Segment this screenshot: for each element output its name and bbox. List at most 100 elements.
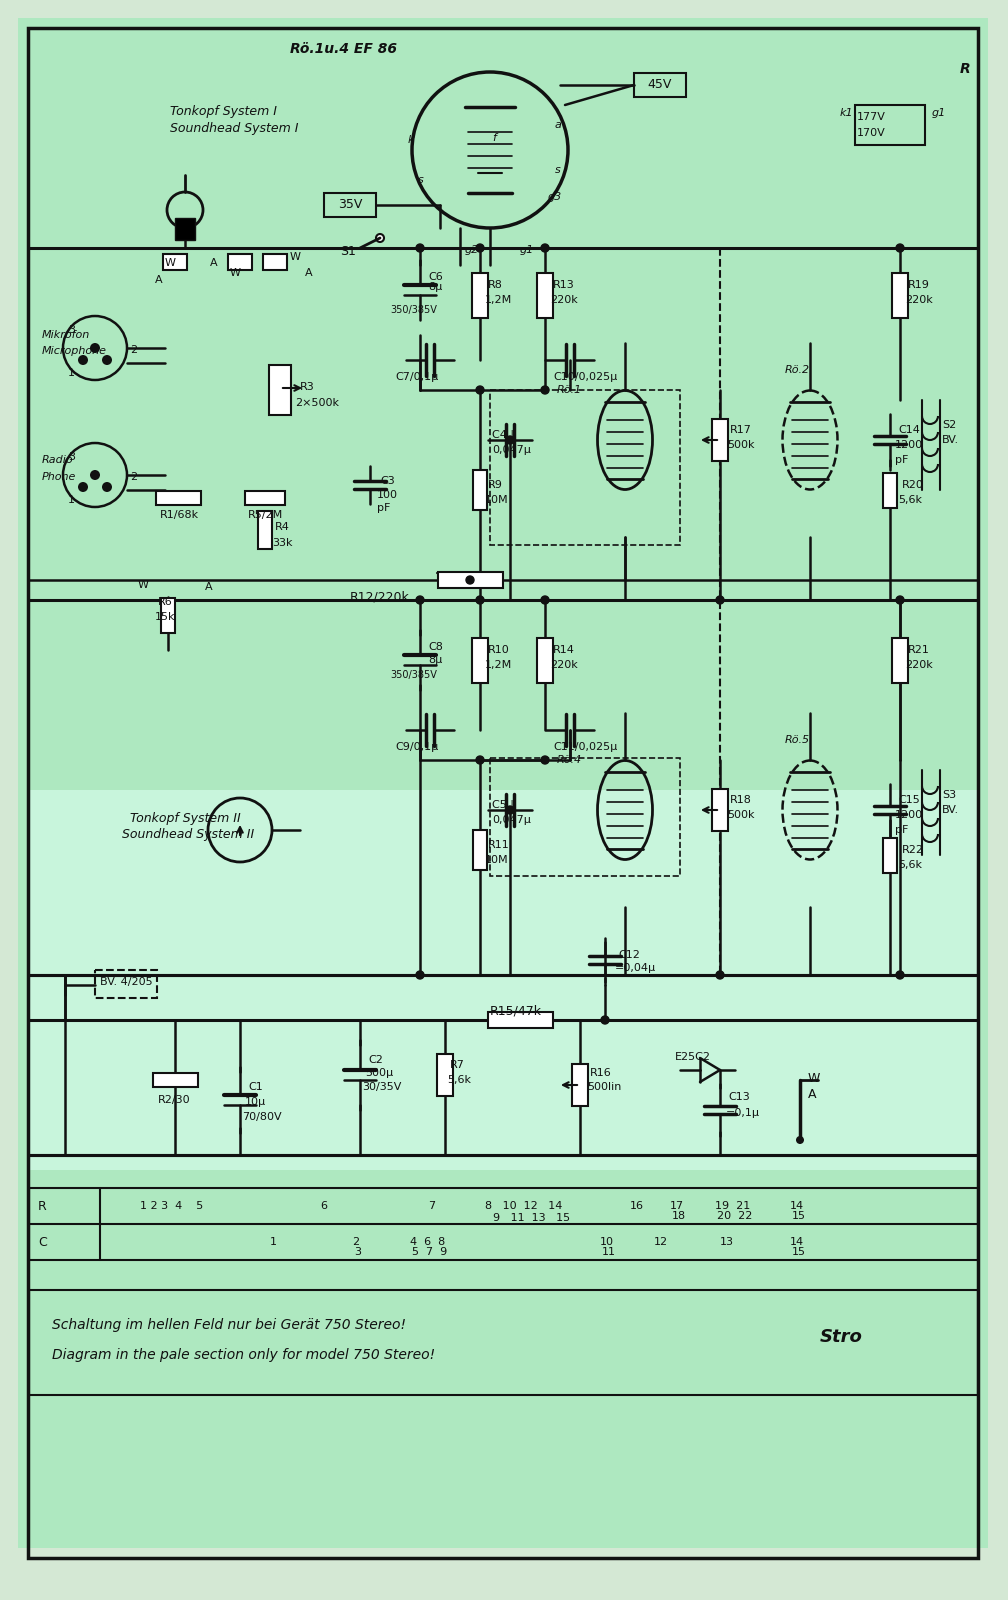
Text: Stro: Stro	[820, 1328, 863, 1346]
Bar	[269, 365, 291, 414]
Text: Mikrofon: Mikrofon	[42, 330, 91, 341]
Text: A: A	[305, 267, 312, 278]
Text: 0,047μ: 0,047μ	[492, 814, 531, 826]
Bar	[163, 254, 187, 270]
Circle shape	[896, 595, 904, 603]
Text: 10M: 10M	[485, 854, 509, 866]
Bar	[572, 1064, 588, 1106]
Text: BV. 4/205: BV. 4/205	[100, 978, 152, 987]
Bar	[490, 758, 680, 877]
Text: =0,04μ: =0,04μ	[615, 963, 656, 973]
Text: W: W	[808, 1072, 821, 1085]
Circle shape	[476, 386, 484, 394]
Text: 7: 7	[428, 1202, 435, 1211]
Text: 15: 15	[792, 1211, 806, 1221]
Text: 11: 11	[602, 1246, 616, 1258]
Text: a: a	[555, 120, 561, 130]
Text: 3: 3	[68, 451, 75, 462]
Text: Tonkopf System I: Tonkopf System I	[170, 106, 277, 118]
Text: 2: 2	[130, 472, 137, 482]
Text: BV.: BV.	[942, 805, 960, 814]
Text: 100: 100	[377, 490, 398, 499]
Circle shape	[796, 1136, 804, 1144]
Bar	[258, 510, 272, 549]
Text: 8μ: 8μ	[428, 654, 443, 666]
Text: 1: 1	[270, 1237, 277, 1246]
Text: 18: 18	[672, 1211, 686, 1221]
Text: Schaltung im hellen Feld nur bei Gerät 750 Stereo!: Schaltung im hellen Feld nur bei Gerät 7…	[52, 1318, 406, 1331]
Text: 500lin: 500lin	[587, 1082, 621, 1091]
Circle shape	[90, 342, 100, 354]
Text: 220k: 220k	[550, 659, 578, 670]
Text: C10/0,025μ: C10/0,025μ	[553, 371, 617, 382]
Bar	[537, 272, 553, 317]
Text: 500μ: 500μ	[365, 1069, 393, 1078]
Text: R18: R18	[730, 795, 752, 805]
Text: C14: C14	[898, 426, 920, 435]
Text: 10M: 10M	[485, 494, 509, 506]
Text: 10μ: 10μ	[245, 1098, 266, 1107]
Text: R20: R20	[902, 480, 924, 490]
Circle shape	[78, 482, 88, 493]
Text: 2: 2	[130, 346, 137, 355]
Circle shape	[416, 971, 424, 979]
Circle shape	[78, 355, 88, 365]
Text: C1: C1	[248, 1082, 263, 1091]
Text: 5  7  9: 5 7 9	[412, 1246, 448, 1258]
Bar	[155, 491, 201, 506]
Bar	[437, 1054, 453, 1096]
Text: Microphone: Microphone	[42, 346, 107, 357]
Text: R5/2M: R5/2M	[248, 510, 283, 520]
Bar	[437, 573, 503, 587]
Text: C9/0,1μ: C9/0,1μ	[395, 742, 438, 752]
Bar	[855, 106, 925, 146]
Text: 10: 10	[600, 1237, 614, 1246]
Bar	[228, 254, 252, 270]
Text: pF: pF	[895, 454, 908, 466]
Text: 350/385V: 350/385V	[390, 670, 436, 680]
Text: k: k	[408, 134, 414, 146]
Text: 3: 3	[354, 1246, 361, 1258]
Bar	[892, 637, 908, 683]
Text: R19: R19	[908, 280, 929, 290]
Text: Rö.4: Rö.4	[557, 755, 583, 765]
Text: 8   10  12   14: 8 10 12 14	[485, 1202, 562, 1211]
Text: W: W	[138, 579, 149, 590]
Text: 220k: 220k	[905, 659, 932, 670]
Text: 16: 16	[630, 1202, 644, 1211]
Circle shape	[601, 1016, 609, 1024]
Text: 70/80V: 70/80V	[242, 1112, 281, 1122]
Text: 1200: 1200	[895, 810, 923, 819]
Text: 2: 2	[352, 1237, 359, 1246]
Text: =0,1μ: =0,1μ	[726, 1107, 760, 1118]
Text: C2: C2	[368, 1054, 383, 1066]
Text: Rö.2: Rö.2	[785, 365, 810, 374]
Text: 350/385V: 350/385V	[390, 306, 436, 315]
Text: W: W	[290, 251, 301, 262]
Text: C: C	[38, 1235, 46, 1248]
Bar	[324, 194, 376, 218]
Text: E25C2: E25C2	[675, 1053, 711, 1062]
Circle shape	[466, 576, 474, 584]
Circle shape	[476, 243, 484, 251]
Text: 5,6k: 5,6k	[447, 1075, 471, 1085]
Text: 14: 14	[790, 1202, 804, 1211]
Text: 1,2M: 1,2M	[485, 294, 512, 306]
Text: Radio: Radio	[42, 454, 74, 466]
Text: A: A	[205, 582, 213, 592]
Text: Phone: Phone	[42, 472, 77, 482]
Text: C15: C15	[898, 795, 919, 805]
Text: A: A	[155, 275, 162, 285]
Text: R21: R21	[908, 645, 929, 654]
Text: R8: R8	[488, 280, 503, 290]
Bar	[152, 1074, 198, 1086]
Bar	[473, 470, 487, 510]
Text: R9: R9	[488, 480, 503, 490]
Text: 15: 15	[792, 1246, 806, 1258]
Text: 500k: 500k	[727, 440, 755, 450]
Text: g2: g2	[465, 245, 479, 254]
Text: 14: 14	[790, 1237, 804, 1246]
Circle shape	[90, 470, 100, 480]
Text: s: s	[555, 165, 560, 174]
Text: Rö.1: Rö.1	[557, 386, 583, 395]
